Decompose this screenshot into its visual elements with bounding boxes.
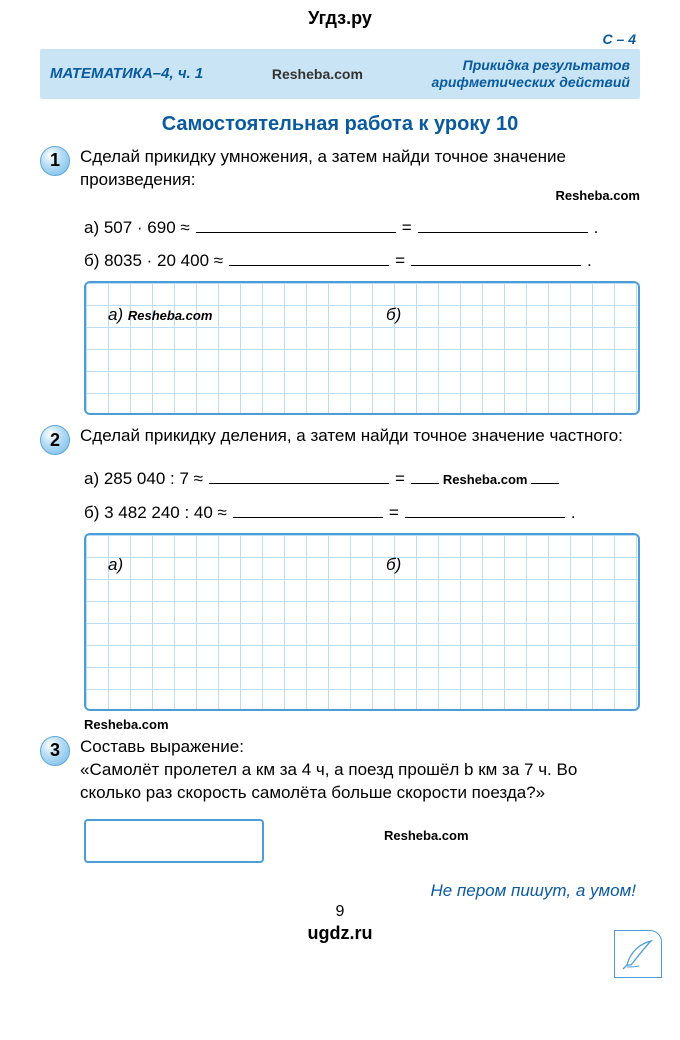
feather-icon (614, 930, 662, 978)
header-right: Прикидка результатов арифметических дейс… (432, 57, 630, 91)
period: . (587, 251, 592, 271)
blank-exact-left[interactable] (411, 465, 439, 484)
blank-approx[interactable] (229, 248, 389, 267)
corner-code: С – 4 (40, 31, 636, 47)
equals-sign: = (395, 469, 405, 489)
footer-saying: Не пером пишут, а умом! (40, 881, 636, 901)
page-number: 9 (40, 903, 640, 921)
task-3-line1: Составь выражение: (80, 736, 640, 759)
watermark-bottom: ugdz.ru (40, 923, 640, 944)
blank-exact[interactable] (411, 248, 581, 267)
blank-approx[interactable] (196, 214, 396, 233)
period: . (594, 218, 599, 238)
equals-sign: = (389, 503, 399, 523)
task-1-text: Сделай прикидку умножения, а затем найди… (80, 146, 640, 204)
task-1-a-label: а) 507 · 690 ≈ (84, 218, 190, 238)
task-1-prompt: Сделай прикидку умножения, а затем найди… (80, 147, 566, 189)
task-3-text: Составь выражение: «Самолёт пролетел a к… (80, 736, 640, 805)
blank-exact-right[interactable] (531, 465, 559, 484)
resheba-watermark: Resheba.com (555, 187, 640, 205)
equals-sign: = (402, 218, 412, 238)
worksheet-title: Самостоятельная работа к уроку 10 (40, 113, 640, 136)
task-3: 3 Составь выражение: «Самолёт пролетел a… (40, 736, 640, 805)
task-2-number: 2 (40, 425, 70, 455)
period: . (571, 503, 576, 523)
grid-a-letter: а) (108, 305, 123, 324)
task-1: 1 Сделай прикидку умножения, а затем най… (40, 146, 640, 204)
resheba-watermark: Resheba.com (384, 828, 469, 843)
task-3-number: 3 (40, 736, 70, 766)
task-1-b: б) 8035 · 20 400 ≈ = . (84, 248, 640, 272)
blank-approx[interactable] (209, 465, 389, 484)
task-1-subs: а) 507 · 690 ≈ = . б) 8035 · 20 400 ≈ = … (84, 214, 640, 271)
task-2-b: б) 3 482 240 : 40 ≈ = . (84, 499, 640, 523)
answer-box[interactable] (84, 819, 264, 863)
task-3-line2: «Самолёт пролетел a км за 4 ч, а поезд п… (80, 759, 640, 805)
task-2: 2 Сделай прикидку деления, а затем найди… (40, 425, 640, 455)
grid-label-b: б) (386, 555, 401, 575)
header-right-1: Прикидка результатов (432, 57, 630, 74)
grid-surface[interactable] (86, 283, 638, 413)
resheba-watermark: Resheba.com (128, 308, 213, 323)
grid-label-b: б) (386, 305, 401, 325)
task-2-subs: а) 285 040 : 7 ≈ = Resheba.com б) 3 482 … (84, 465, 640, 522)
blank-exact[interactable] (405, 499, 565, 518)
header-right-2: арифметических действий (432, 74, 630, 91)
equals-sign: = (395, 251, 405, 271)
header-center: Resheba.com (272, 66, 363, 82)
task-2-a-label: а) 285 040 : 7 ≈ (84, 469, 203, 489)
task-2-grid[interactable]: а) б) (84, 533, 640, 711)
task-1-grid[interactable]: а) Resheba.com б) (84, 281, 640, 415)
resheba-watermark: Resheba.com (84, 717, 640, 732)
task-2-a: а) 285 040 : 7 ≈ = Resheba.com (84, 465, 640, 489)
blank-exact[interactable] (418, 214, 588, 233)
task-2-b-label: б) 3 482 240 : 40 ≈ (84, 503, 227, 523)
task-2-text: Сделай прикидку деления, а затем найди т… (80, 425, 640, 448)
task-1-number: 1 (40, 146, 70, 176)
task-1-a: а) 507 · 690 ≈ = . (84, 214, 640, 238)
grid-surface[interactable] (86, 535, 638, 709)
task-1-b-label: б) 8035 · 20 400 ≈ (84, 251, 223, 271)
page-container: Угдз.ру С – 4 МАТЕМАТИКА–4, ч. 1 Resheba… (20, 0, 660, 944)
blank-approx[interactable] (233, 499, 383, 518)
grid-label-a: а) Resheba.com (108, 305, 212, 325)
task-3-answer-row: Resheba.com (40, 809, 640, 863)
header-band: МАТЕМАТИКА–4, ч. 1 Resheba.com Прикидка … (40, 49, 640, 99)
grid-label-a: а) (108, 555, 123, 575)
resheba-watermark: Resheba.com (443, 472, 528, 487)
watermark-top: Угдз.ру (40, 8, 640, 29)
header-left: МАТЕМАТИКА–4, ч. 1 (50, 65, 203, 82)
